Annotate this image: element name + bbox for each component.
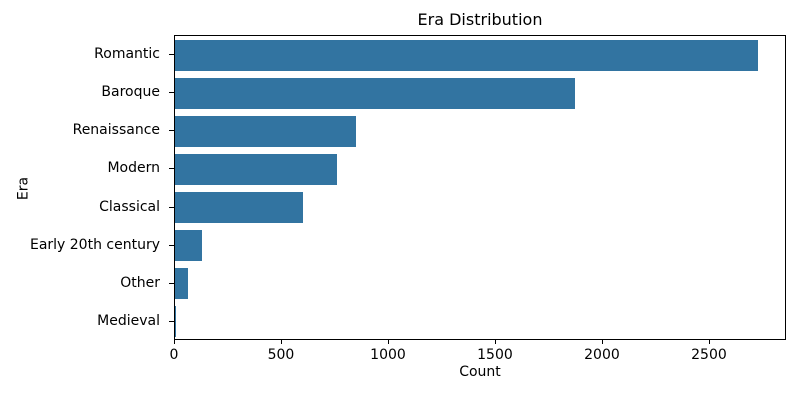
y-tick-mark — [169, 168, 174, 170]
y-tick-label-medieval: Medieval — [97, 312, 160, 329]
y-tick-label-early-20th-century: Early 20th century — [29, 236, 160, 253]
y-tick-mark — [169, 320, 174, 322]
y-tick-label-baroque: Baroque — [101, 84, 160, 101]
x-tick-mark — [174, 340, 175, 344]
chart-title: Era Distribution — [417, 10, 543, 29]
y-tick-mark — [169, 244, 174, 246]
y-tick-mark — [169, 206, 174, 208]
x-tick-label-2000: 2000 — [584, 347, 620, 363]
x-tick-label-2500: 2500 — [691, 347, 727, 363]
bar-other — [175, 268, 189, 300]
x-tick-mark — [494, 340, 496, 344]
x-tick-label-500: 500 — [267, 347, 295, 363]
y-tick-mark — [169, 92, 174, 94]
x-tick-label-1000: 1000 — [370, 347, 406, 363]
bar-modern — [175, 153, 337, 185]
x-tick-label-1500: 1500 — [477, 347, 513, 363]
y-tick-mark — [169, 54, 174, 56]
y-tick-label-renaissance: Renaissance — [72, 122, 160, 139]
y-tick-mark — [169, 282, 174, 284]
y-tick-label-other: Other — [120, 274, 160, 291]
bar-early-20th-century — [175, 230, 202, 262]
y-tick-mark — [169, 130, 174, 132]
bar-classical — [175, 192, 303, 224]
x-tick-mark — [708, 340, 710, 344]
y-tick-label-classical: Classical — [99, 198, 160, 215]
x-axis-label: Count — [459, 364, 501, 380]
y-tick-label-modern: Modern — [107, 160, 160, 177]
x-tick-mark — [601, 340, 603, 344]
x-tick-label-0: 0 — [169, 347, 179, 363]
x-tick-mark — [387, 340, 389, 344]
y-axis-label: Era — [15, 176, 32, 201]
plot-area — [174, 35, 786, 340]
y-tick-label-romantic: Romantic — [94, 46, 160, 63]
bar-renaissance — [175, 115, 356, 147]
bar-baroque — [175, 77, 576, 109]
x-tick-mark — [280, 340, 282, 344]
bar-romantic — [175, 39, 758, 71]
